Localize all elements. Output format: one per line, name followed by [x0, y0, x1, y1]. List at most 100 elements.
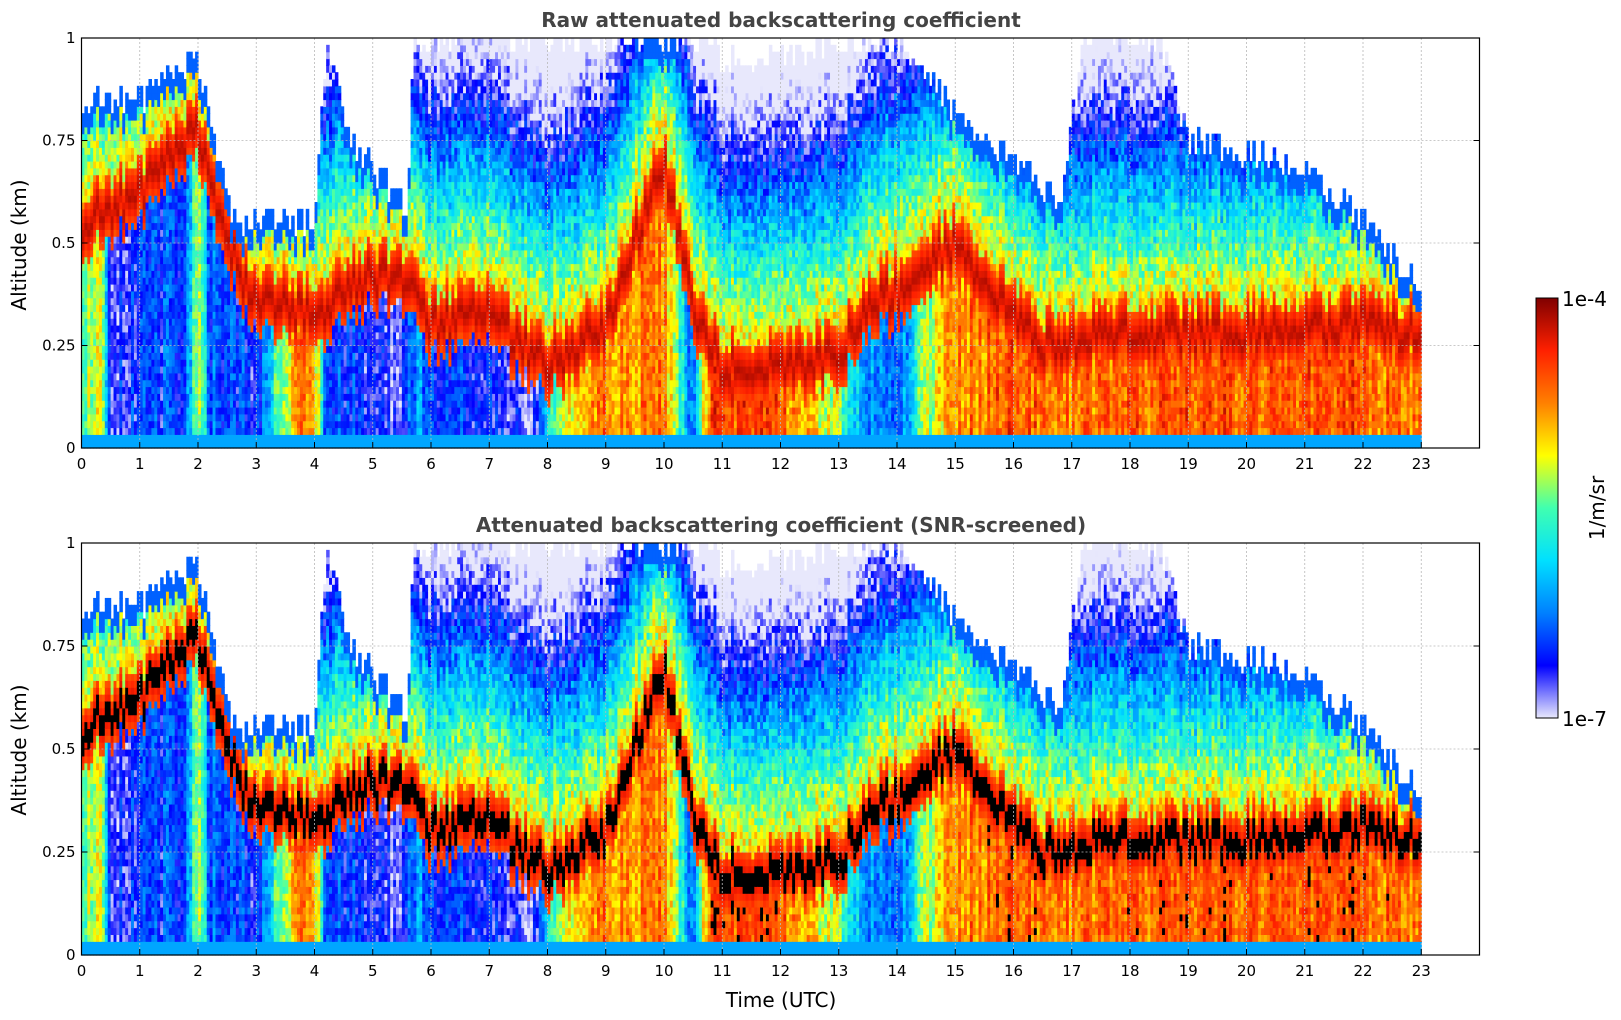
heatmap-cell — [81, 126, 86, 135]
heatmap-cell — [131, 413, 135, 422]
heatmap-cell — [90, 400, 94, 408]
heatmap-cell — [133, 222, 138, 230]
heatmap-cell — [154, 106, 158, 114]
heatmap-cell — [116, 352, 120, 360]
heatmap-cell — [180, 277, 185, 285]
heatmap-cell — [104, 325, 109, 333]
heatmap-cell — [151, 270, 155, 278]
heatmap-cell — [81, 359, 86, 367]
heatmap-cell — [98, 345, 103, 353]
heatmap-cell — [352, 154, 356, 162]
heatmap-cell — [154, 99, 158, 107]
heatmap-cell — [142, 236, 147, 244]
heatmap-cell — [133, 270, 138, 278]
heatmap-cell — [171, 92, 176, 101]
heatmap-cell — [122, 393, 126, 401]
heatmap-cell — [128, 161, 132, 169]
heatmap-cell — [163, 311, 167, 319]
heatmap-cell — [157, 113, 161, 121]
heatmap-cell — [84, 379, 88, 388]
heatmap-cell — [104, 304, 109, 312]
heatmap-cell — [90, 359, 94, 367]
heatmap-cell — [87, 229, 91, 237]
heatmap-cell — [398, 195, 403, 203]
heatmap-cell — [177, 413, 182, 422]
heatmap-cell — [107, 263, 112, 271]
heatmap-cell — [84, 407, 88, 415]
heatmap-cell — [163, 263, 167, 271]
heatmap-cell — [163, 126, 167, 135]
heatmap-cell — [285, 222, 289, 230]
heatmap-cell — [148, 400, 152, 408]
heatmap-cell — [168, 181, 173, 189]
heatmap-cell — [165, 106, 170, 114]
heatmap-cell — [131, 352, 135, 360]
heatmap-cell — [101, 270, 106, 278]
heatmap-cell — [122, 249, 126, 258]
heatmap-cell — [131, 386, 135, 394]
heatmap-cell — [168, 393, 173, 401]
heatmap-cell — [174, 304, 179, 312]
heatmap-cell — [107, 236, 112, 244]
heatmap-cell — [98, 202, 103, 210]
heatmap-cell — [157, 352, 161, 360]
heatmap-cell — [84, 161, 88, 169]
heatmap-cell — [107, 325, 112, 333]
heatmap-cell — [131, 215, 135, 224]
heatmap-cell — [174, 318, 179, 326]
heatmap-cell — [136, 290, 141, 299]
heatmap-cell — [160, 372, 164, 381]
heatmap-cell — [116, 304, 120, 312]
heatmap-cell — [119, 106, 123, 114]
heatmap-cell — [113, 434, 118, 442]
heatmap-cell — [177, 270, 182, 278]
heatmap-cell — [90, 311, 94, 319]
heatmap-cell — [157, 345, 161, 353]
heatmap-cell — [107, 106, 112, 114]
heatmap-cell — [177, 284, 182, 292]
heatmap-cell — [110, 379, 115, 388]
heatmap-cell — [104, 297, 109, 306]
heatmap-cell — [98, 366, 103, 374]
heatmap-cell — [163, 167, 167, 176]
heatmap-cell — [116, 386, 120, 394]
heatmap-cell — [171, 174, 176, 183]
heatmap-cell — [116, 263, 120, 271]
heatmap-cell — [177, 325, 182, 333]
heatmap-cell — [133, 147, 138, 155]
heatmap-cell — [171, 236, 176, 244]
heatmap-cell — [157, 386, 161, 394]
heatmap-cell — [337, 99, 342, 107]
heatmap-cell — [145, 352, 150, 360]
heatmap-cell — [87, 133, 91, 142]
heatmap-cell — [174, 290, 179, 299]
heatmap-cell — [171, 188, 176, 196]
heatmap-cell — [98, 263, 103, 271]
heatmap-cell — [154, 277, 158, 285]
heatmap-cell — [160, 133, 164, 142]
heatmap-cell — [174, 174, 179, 183]
heatmap-cell — [145, 441, 150, 449]
heatmap-cell — [98, 441, 103, 449]
heatmap-cell — [139, 352, 144, 360]
heatmap-cell — [110, 413, 115, 422]
heatmap-cell — [136, 174, 141, 183]
heatmap-cell — [171, 427, 176, 435]
heatmap-cell — [87, 379, 91, 388]
heatmap-cell — [168, 284, 173, 292]
heatmap-cell — [151, 304, 155, 312]
heatmap-cell — [174, 345, 179, 353]
heatmap-cell — [154, 331, 158, 340]
heatmap-cell — [154, 372, 158, 381]
heatmap-cell — [87, 441, 91, 449]
heatmap-cell — [163, 140, 167, 148]
heatmap-cell — [165, 441, 170, 449]
heatmap-cell — [136, 208, 141, 217]
heatmap-cell — [87, 325, 91, 333]
heatmap-cell — [87, 215, 91, 224]
heatmap-cell — [113, 126, 118, 135]
heatmap-cell — [174, 229, 179, 237]
heatmap-cell — [110, 434, 115, 442]
heatmap-cell — [168, 72, 173, 80]
heatmap-cell — [131, 338, 135, 347]
